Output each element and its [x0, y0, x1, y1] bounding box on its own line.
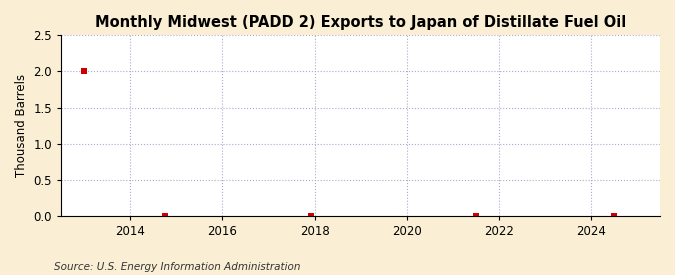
- Title: Monthly Midwest (PADD 2) Exports to Japan of Distillate Fuel Oil: Monthly Midwest (PADD 2) Exports to Japa…: [95, 15, 626, 30]
- Y-axis label: Thousand Barrels: Thousand Barrels: [15, 74, 28, 177]
- Text: Source: U.S. Energy Information Administration: Source: U.S. Energy Information Administ…: [54, 262, 300, 272]
